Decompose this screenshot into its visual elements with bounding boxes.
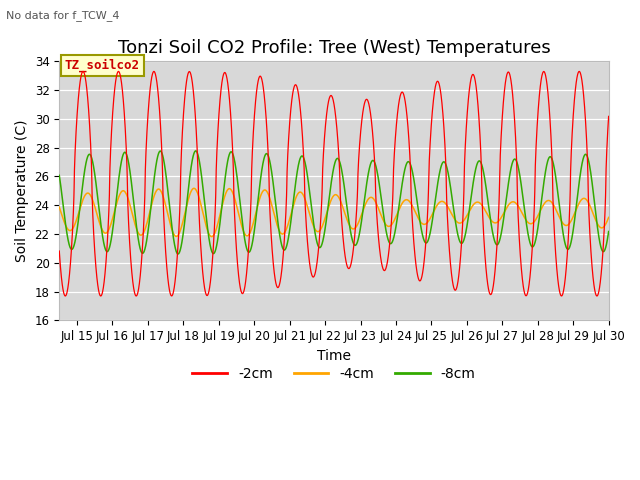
Y-axis label: Soil Temperature (C): Soil Temperature (C) [15, 120, 29, 262]
Text: TZ_soilco2: TZ_soilco2 [65, 59, 140, 72]
Legend: -2cm, -4cm, -8cm: -2cm, -4cm, -8cm [187, 361, 481, 386]
Title: Tonzi Soil CO2 Profile: Tree (West) Temperatures: Tonzi Soil CO2 Profile: Tree (West) Temp… [118, 39, 550, 57]
Text: No data for f_TCW_4: No data for f_TCW_4 [6, 10, 120, 21]
X-axis label: Time: Time [317, 349, 351, 363]
